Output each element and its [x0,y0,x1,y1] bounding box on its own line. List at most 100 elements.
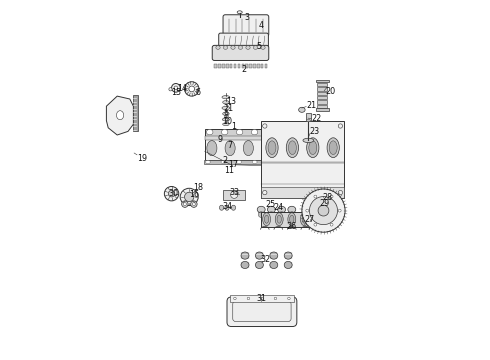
Text: 3: 3 [245,13,249,22]
Ellipse shape [255,261,263,269]
Ellipse shape [174,86,178,90]
Ellipse shape [269,212,274,217]
Ellipse shape [220,205,224,210]
Ellipse shape [330,195,333,198]
FancyBboxPatch shape [212,45,269,60]
Bar [205,136,274,160]
Text: 10: 10 [222,117,232,126]
Ellipse shape [261,46,265,49]
Bar [316,80,328,82]
Ellipse shape [330,223,333,226]
Bar [226,64,228,68]
Bar [317,92,327,95]
Text: 34: 34 [223,202,233,211]
Ellipse shape [338,209,341,212]
Ellipse shape [263,190,267,195]
Bar [249,64,252,68]
Ellipse shape [252,161,257,163]
Text: 16: 16 [190,190,199,199]
Ellipse shape [222,101,229,104]
Ellipse shape [327,138,339,158]
Ellipse shape [329,141,337,154]
Ellipse shape [302,189,345,232]
Ellipse shape [268,141,276,154]
Ellipse shape [216,46,220,49]
Bar [261,212,322,227]
Ellipse shape [306,209,309,212]
Bar [306,113,311,121]
Ellipse shape [180,188,198,206]
Ellipse shape [222,112,229,115]
Ellipse shape [277,215,281,223]
Ellipse shape [244,140,253,156]
Ellipse shape [318,205,329,216]
Text: 19: 19 [137,154,147,163]
Ellipse shape [221,130,228,135]
Bar [317,96,327,99]
Bar [261,121,344,198]
Ellipse shape [261,297,263,300]
Ellipse shape [206,130,213,135]
Text: 22: 22 [311,114,321,122]
Ellipse shape [257,206,265,213]
Ellipse shape [288,206,296,213]
Text: 30: 30 [169,189,179,198]
Ellipse shape [251,130,258,135]
Ellipse shape [185,192,194,202]
Ellipse shape [266,138,278,158]
Bar [222,64,225,68]
Text: 4: 4 [259,21,264,30]
Ellipse shape [205,161,210,163]
Ellipse shape [338,124,343,128]
Ellipse shape [262,140,271,156]
Bar [133,95,139,131]
Ellipse shape [270,252,278,259]
Ellipse shape [290,215,294,223]
Ellipse shape [241,252,249,259]
FancyBboxPatch shape [233,301,291,321]
Ellipse shape [274,297,277,300]
Ellipse shape [265,215,269,223]
Bar [205,136,274,140]
Text: 9: 9 [217,135,222,144]
Ellipse shape [263,213,270,226]
Ellipse shape [236,130,243,135]
Ellipse shape [303,138,314,143]
Ellipse shape [315,215,319,223]
Text: 29: 29 [319,199,329,208]
Ellipse shape [185,82,199,96]
Ellipse shape [289,212,294,217]
Ellipse shape [288,213,296,226]
Ellipse shape [289,141,296,154]
Ellipse shape [275,213,283,226]
Text: 5: 5 [256,42,261,51]
Bar [257,64,260,68]
Text: 6: 6 [196,89,201,98]
Ellipse shape [234,297,236,300]
Ellipse shape [191,201,197,207]
Text: 24: 24 [273,203,283,212]
Ellipse shape [222,107,230,110]
Text: 8: 8 [224,111,229,120]
Ellipse shape [314,195,317,198]
Ellipse shape [278,206,286,213]
Ellipse shape [298,107,305,112]
Ellipse shape [306,120,311,122]
Text: 7: 7 [227,141,232,150]
Ellipse shape [169,88,172,91]
FancyBboxPatch shape [219,33,269,48]
Bar [265,64,268,68]
Polygon shape [106,96,133,135]
Text: 2: 2 [222,156,227,165]
Bar [317,100,327,104]
Bar [317,105,327,108]
Ellipse shape [270,261,278,269]
Text: 18: 18 [193,184,203,193]
Ellipse shape [286,138,298,158]
Text: 21: 21 [307,101,317,110]
Text: 33: 33 [230,189,240,197]
Bar [204,160,274,164]
Ellipse shape [314,223,317,226]
Ellipse shape [117,111,123,120]
Text: 21: 21 [224,104,234,113]
